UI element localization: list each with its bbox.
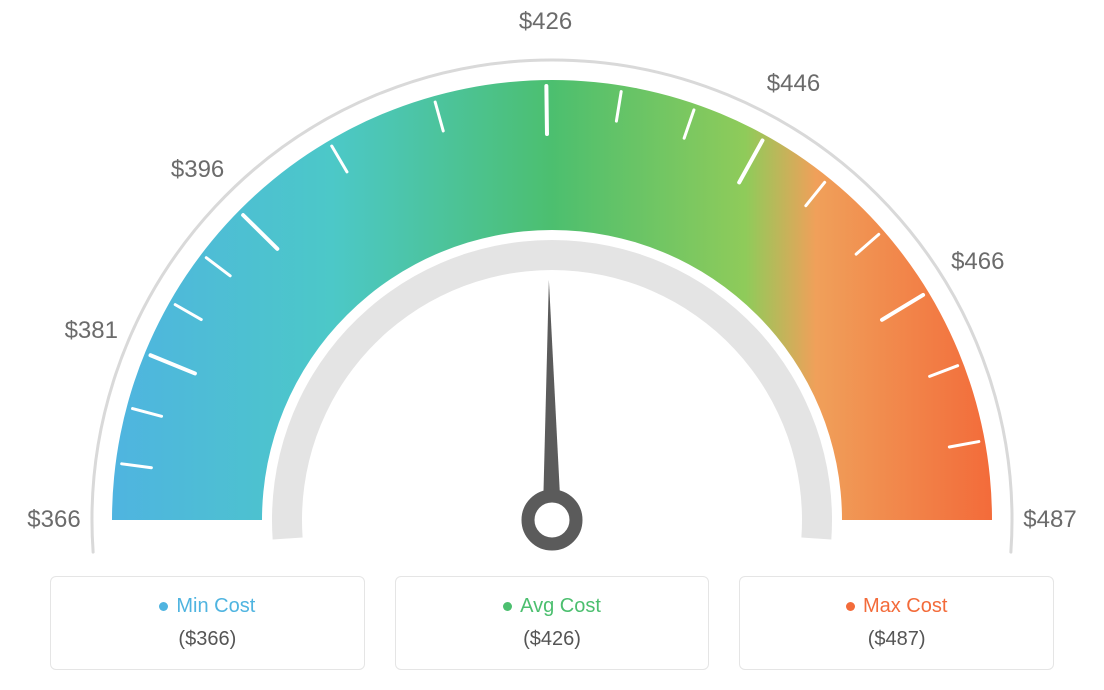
legend-box-min: Min Cost ($366): [50, 576, 365, 670]
dot-icon: [159, 602, 168, 611]
legend-title-min: Min Cost: [159, 595, 255, 618]
legend-label: Max Cost: [863, 595, 947, 618]
legend-label: Min Cost: [176, 595, 255, 618]
legend-label: Avg Cost: [520, 595, 601, 618]
gauge-svg: [0, 0, 1104, 560]
legend-row: Min Cost ($366) Avg Cost ($426) Max Cost…: [0, 576, 1104, 670]
legend-value-min: ($366): [61, 628, 354, 651]
gauge-chart: $366 $381 $396 $426 $446 $466 $487: [0, 0, 1104, 560]
gauge-tick-label: $366: [27, 506, 80, 534]
gauge-tick-label: $487: [1023, 506, 1076, 534]
dot-icon: [846, 602, 855, 611]
gauge-tick-label: $381: [65, 317, 118, 345]
legend-value-avg: ($426): [406, 628, 699, 651]
legend-box-max: Max Cost ($487): [739, 576, 1054, 670]
gauge-tick-label: $446: [767, 70, 820, 98]
legend-title-max: Max Cost: [846, 595, 947, 618]
gauge-tick-label: $396: [171, 156, 224, 184]
gauge-tick-label: $426: [519, 8, 572, 36]
legend-box-avg: Avg Cost ($426): [395, 576, 710, 670]
legend-title-avg: Avg Cost: [503, 595, 601, 618]
dot-icon: [503, 602, 512, 611]
legend-value-max: ($487): [750, 628, 1043, 651]
gauge-tick-label: $466: [951, 248, 1004, 276]
